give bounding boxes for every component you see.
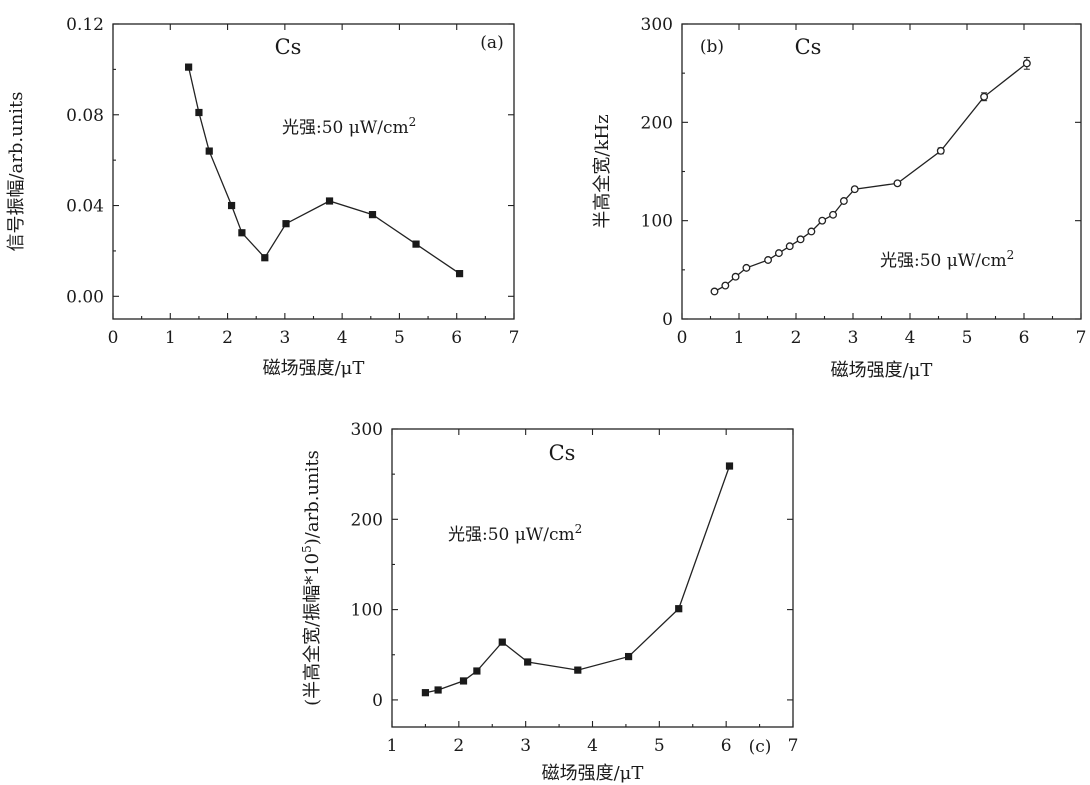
data-point <box>796 235 805 244</box>
data-point <box>721 281 730 290</box>
data-point <box>807 227 816 236</box>
data-point <box>524 658 532 666</box>
data-point <box>421 689 430 697</box>
data-point <box>459 677 468 685</box>
data-point <box>818 216 827 225</box>
data-point <box>455 270 464 278</box>
data-point <box>742 263 751 272</box>
x-tick-label: 7 <box>1076 328 1087 348</box>
data-point <box>261 254 269 262</box>
data-point <box>675 605 683 613</box>
x-tick-label: 3 <box>279 328 290 348</box>
data-point <box>195 108 203 117</box>
plot-frame <box>391 428 794 728</box>
data-point <box>774 249 783 258</box>
x-tick-label: 7 <box>509 328 520 348</box>
x-tick-label: 5 <box>962 328 973 348</box>
y-tick-label: 0.08 <box>66 106 104 126</box>
panel-b: 0 1 2 3 4 5 6 7 0 100 200 300 磁场强度/μT 半高全宽/kHz (b) Cs 光强… <box>592 15 1086 381</box>
data-point <box>434 686 442 694</box>
y-axis-label: 信号振幅/arb.units <box>6 91 27 251</box>
data-point <box>1022 59 1031 68</box>
y-axis-label: (半高全宽/振幅*105)/arb.units <box>300 450 323 706</box>
data-point <box>764 256 773 264</box>
panel-a: 0 1 2 3 4 5 6 7 0.00 0.04 0.08 0.12 磁场强度/μT 信号振幅/arb.… <box>6 15 519 379</box>
x-axis-label: 磁场强度/μT <box>831 360 933 381</box>
x-tick-label: 1 <box>734 328 745 348</box>
y-axis-label: 半高全宽/kHz <box>592 114 613 228</box>
plot-frame <box>112 23 515 320</box>
data-point <box>238 229 246 237</box>
data-point <box>839 197 848 205</box>
data-point <box>574 666 582 674</box>
intensity-annotation: 光强:50 μW/cm2 <box>282 115 416 138</box>
y-tick-label: 200 <box>351 510 383 530</box>
x-tick-label: 5 <box>394 328 405 348</box>
y-tick-label: 0.00 <box>66 287 104 307</box>
y-tick-label: 0 <box>372 691 383 711</box>
data-point <box>412 240 420 248</box>
x-tick-label: 7 <box>788 736 799 756</box>
x-tick-label: 3 <box>520 736 531 756</box>
data-point <box>893 179 902 188</box>
y-tick-label: 0.04 <box>66 197 104 217</box>
x-tick-label: 1 <box>387 736 398 756</box>
x-tick-label: 2 <box>791 328 802 348</box>
panel-tag: (c) <box>749 737 772 757</box>
data-point <box>980 92 989 101</box>
data-point <box>829 210 837 219</box>
species-label: Cs <box>795 35 822 59</box>
species-label: Cs <box>275 35 302 59</box>
data-point <box>185 63 193 71</box>
x-tick-label: 4 <box>587 736 598 756</box>
data-point <box>368 211 377 219</box>
data-point <box>325 197 334 205</box>
intensity-annotation: 光强:50 μW/cm2 <box>880 248 1014 271</box>
y-tick-label: 100 <box>351 601 383 621</box>
intensity-annotation: 光强:50 μW/cm2 <box>448 522 582 545</box>
panel-c: 1 2 3 4 5 6 7 0 100 200 300 磁场强度/μT (半高全宽/振幅*105)/ar… <box>300 420 798 784</box>
x-tick-label: 5 <box>654 736 665 756</box>
data-point <box>473 667 481 675</box>
y-tick-label: 200 <box>641 113 673 133</box>
x-axis-label: 磁场强度/μT <box>263 358 365 379</box>
data-point <box>710 287 719 296</box>
x-tick-label: 4 <box>337 328 348 348</box>
data-point <box>850 185 859 194</box>
x-tick-label: 2 <box>222 328 233 348</box>
y-tick-label: 300 <box>641 15 673 35</box>
series-line <box>425 465 731 694</box>
data-point <box>725 462 734 470</box>
data-point <box>785 242 794 251</box>
species-label: Cs <box>549 441 576 465</box>
data-point <box>624 652 633 661</box>
data-point <box>282 220 290 228</box>
x-tick-label: 4 <box>905 328 916 348</box>
panel-tag: (b) <box>700 37 724 57</box>
x-tick-label: 6 <box>451 328 462 348</box>
x-tick-label: 3 <box>848 328 859 348</box>
data-point <box>731 272 740 281</box>
y-tick-label: 0 <box>662 310 673 330</box>
x-axis-label: 磁场强度/μT <box>542 763 644 784</box>
y-tick-label: 0.12 <box>66 15 104 35</box>
data-point <box>227 201 236 210</box>
data-point <box>498 638 506 646</box>
data-point <box>936 146 945 155</box>
y-tick-label: 300 <box>351 420 383 440</box>
x-tick-label: 6 <box>721 736 732 756</box>
x-tick-label: 1 <box>165 328 176 348</box>
panel-tag: (a) <box>480 33 503 53</box>
x-tick-label: 0 <box>677 328 688 348</box>
x-tick-label: 0 <box>108 328 119 348</box>
x-tick-label: 2 <box>453 736 464 756</box>
x-tick-label: 6 <box>1019 328 1030 348</box>
data-point <box>205 147 213 155</box>
y-tick-label: 100 <box>641 212 673 232</box>
